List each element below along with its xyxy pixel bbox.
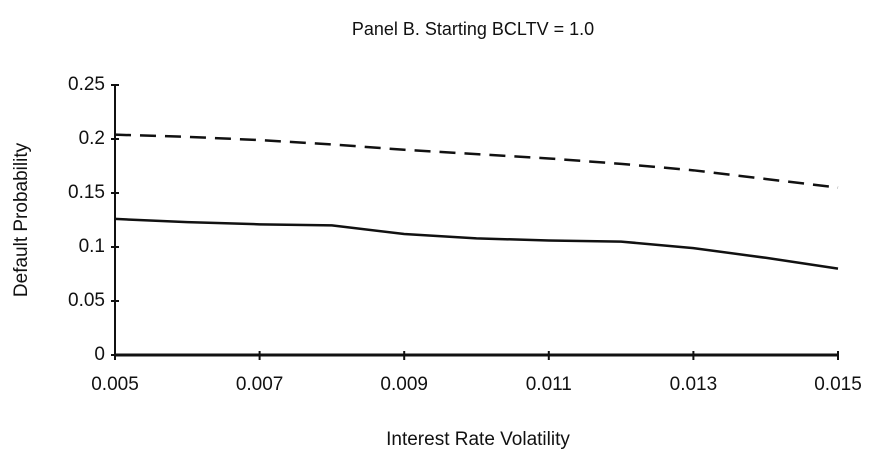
y-tick-label: 0.2 (79, 128, 105, 149)
x-tick-label: 0.005 (91, 374, 139, 395)
y-axis-label: Default Probability (11, 142, 32, 297)
x-tick-label: 0.009 (380, 374, 428, 395)
series-line (114, 217, 839, 270)
y-tick-label: 0.1 (79, 236, 105, 257)
y-tick-label: 0.25 (68, 74, 105, 95)
chart-title: Panel B. Starting BCLTV = 1.0 (352, 19, 594, 39)
x-tick-label: 0.007 (236, 374, 284, 395)
x-tick-label: 0.013 (670, 374, 718, 395)
y-tick-label: 0.15 (68, 182, 105, 203)
x-tick-label: 0.015 (814, 374, 862, 395)
x-tick-label: 0.011 (526, 374, 572, 395)
x-axis-label: Interest Rate Volatility (386, 429, 570, 450)
y-tick-label: 0.05 (68, 290, 105, 311)
y-tick-label: 0 (94, 344, 105, 365)
series-line (114, 133, 839, 189)
